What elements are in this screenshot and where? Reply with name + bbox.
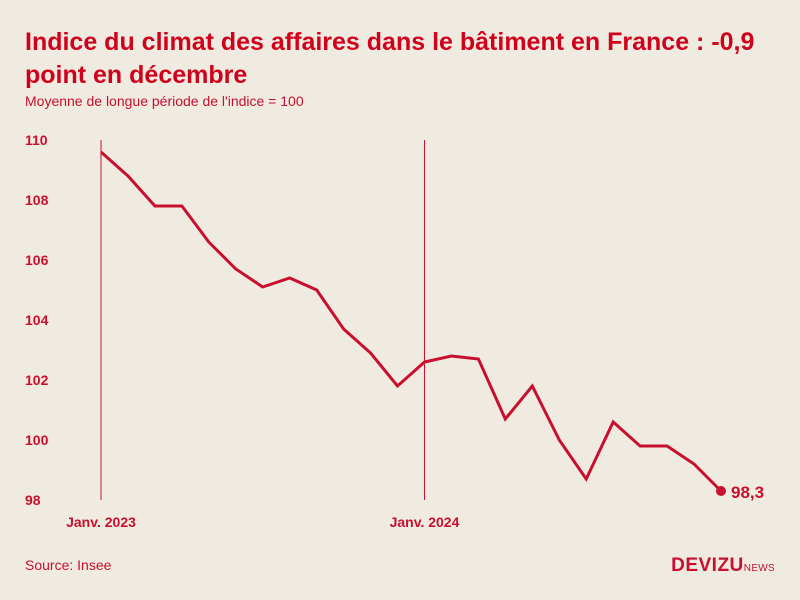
y-tick-label: 104 [25, 312, 49, 328]
series-line [100, 150, 723, 493]
devizu-logo: DEVIZUNEWS [671, 555, 775, 577]
y-tick-label: 106 [25, 252, 49, 268]
y-tick-label: 110 [25, 132, 48, 148]
y-tick-label: 102 [25, 372, 49, 388]
end-value-label: 98,3 [731, 483, 764, 502]
y-tick-label: 98 [25, 492, 41, 508]
y-tick-label: 108 [25, 192, 49, 208]
x-tick-label: Janv. 2024 [390, 514, 460, 530]
logo-news-tag: NEWS [743, 563, 775, 574]
logo-wordmark: DEVIZU [671, 555, 744, 576]
y-tick-label: 100 [25, 432, 49, 448]
chart-title: Indice du climat des affaires dans le bâ… [25, 28, 755, 89]
source-note: Source: Insee [25, 557, 112, 573]
x-tick-label: Janv. 2023 [66, 514, 136, 530]
chart-subtitle: Moyenne de longue période de l'indice = … [25, 93, 304, 109]
end-point [716, 486, 726, 496]
